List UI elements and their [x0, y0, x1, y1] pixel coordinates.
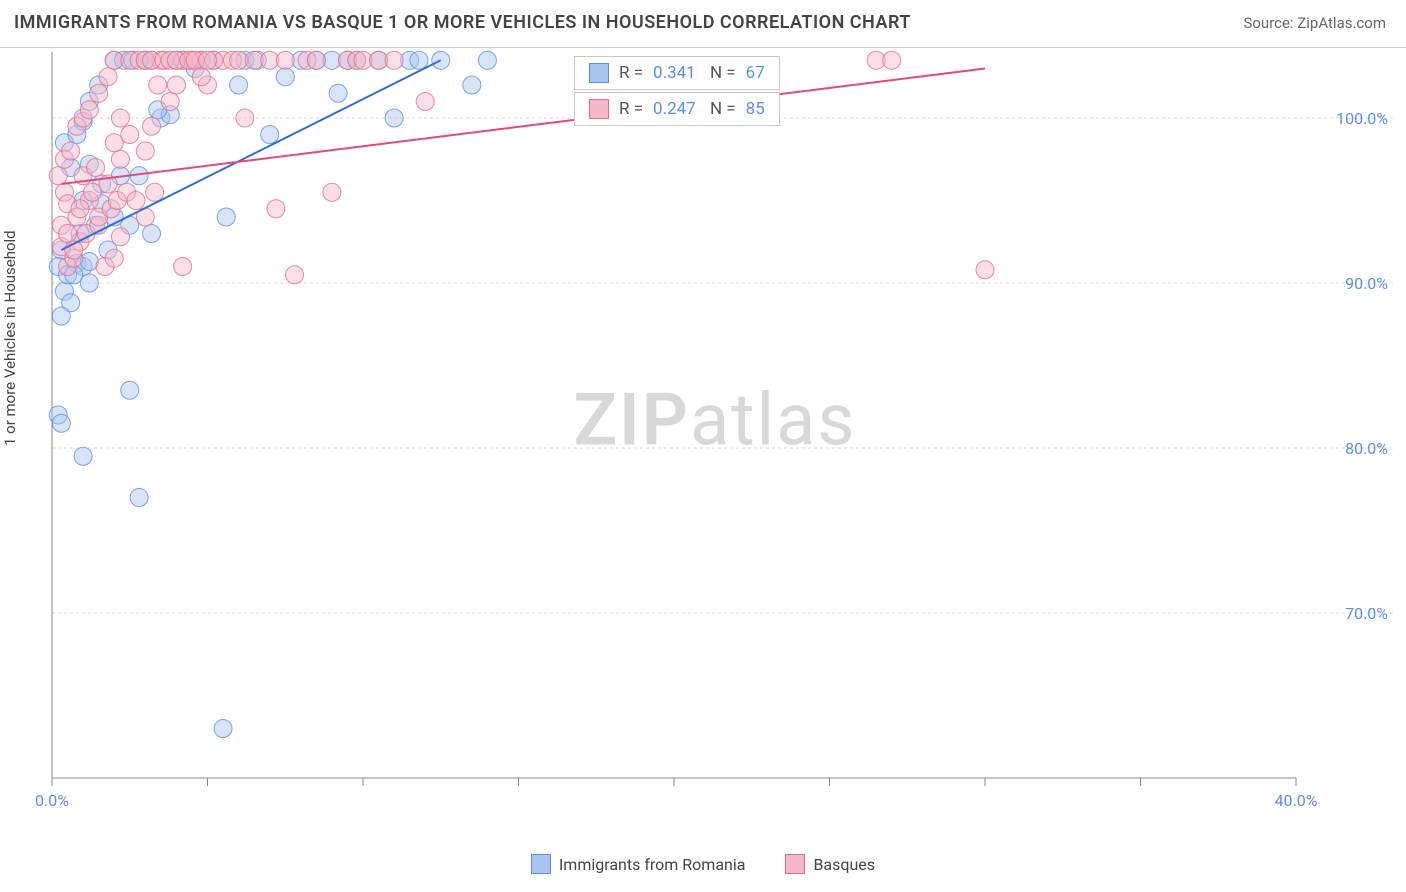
stat-box-romania: R = 0.341 N = 67 [574, 56, 780, 90]
svg-text:80.0%: 80.0% [1345, 439, 1388, 458]
legend-swatch-icon [785, 854, 805, 874]
svg-text:40.0%: 40.0% [1275, 791, 1318, 810]
header: IMMIGRANTS FROM ROMANIA VS BASQUE 1 OR M… [0, 0, 1406, 48]
legend-label: Immigrants from Romania [559, 855, 746, 874]
source-name: ZipAtlas.com [1297, 14, 1386, 32]
source-prefix: Source: [1243, 14, 1297, 32]
stat-r-value: 0.341 [653, 63, 696, 83]
svg-text:100.0%: 100.0% [1336, 109, 1388, 128]
legend-item-basques: Basques [785, 854, 875, 874]
stat-n-value: 85 [746, 99, 765, 119]
stat-n-value: 67 [746, 63, 765, 83]
scatter-plot: 70.0% 80.0% 90.0% 100.0% 0.0% 40.0% [34, 48, 1396, 822]
stat-n-label: N = [706, 99, 736, 119]
stat-swatch-icon [589, 63, 609, 83]
legend-item-romania: Immigrants from Romania [531, 854, 746, 874]
svg-text:90.0%: 90.0% [1345, 274, 1388, 293]
svg-text:70.0%: 70.0% [1345, 604, 1388, 623]
stat-r-label: R = [619, 63, 643, 83]
stat-box-basques: R = 0.247 N = 85 [574, 92, 780, 126]
stat-r-label: R = [619, 99, 643, 119]
legend-swatch-icon [531, 854, 551, 874]
legend: Immigrants from Romania Basques [0, 854, 1406, 874]
stat-n-label: N = [706, 63, 736, 83]
svg-text:0.0%: 0.0% [35, 791, 69, 810]
stat-r-value: 0.247 [653, 99, 696, 119]
stat-swatch-icon [589, 99, 609, 119]
chart-title: IMMIGRANTS FROM ROMANIA VS BASQUE 1 OR M… [14, 12, 911, 33]
y-axis-label: 1 or more Vehicles in Household [1, 230, 19, 446]
plot-area: 70.0%80.0%90.0%100.0%0.0%40.0% ZIPatlas … [34, 48, 1396, 822]
source-label: Source: ZipAtlas.com [1243, 14, 1386, 32]
legend-label: Basques [813, 855, 875, 874]
